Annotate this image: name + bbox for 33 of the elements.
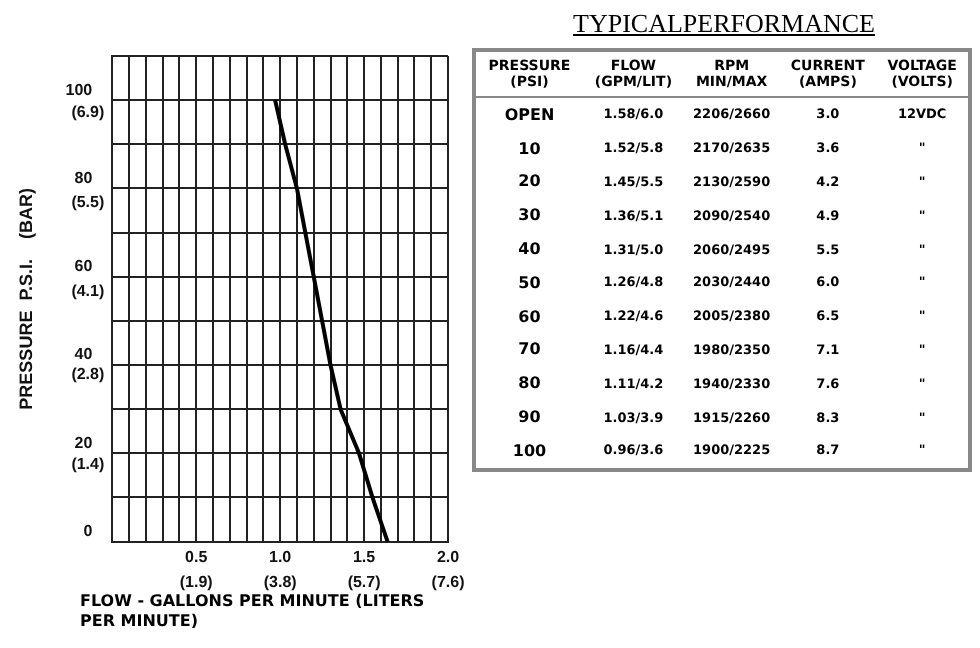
text: OPEN bbox=[504, 105, 555, 124]
y2-tick-label: (5.5) bbox=[71, 192, 105, 211]
text: 10 bbox=[518, 139, 541, 158]
x-axis-title: FLOW - GALLONS PER MINUTE (LITERS PER MINUTE) bbox=[80, 592, 427, 632]
text: 40 bbox=[518, 240, 541, 259]
y2-tick-label: (1.4) bbox=[71, 454, 105, 473]
text: 20 bbox=[518, 172, 541, 191]
y-tick-label: 0 bbox=[83, 522, 94, 541]
x-tick-label: 0.5 bbox=[185, 547, 209, 566]
text: 50 bbox=[518, 273, 541, 292]
y2-tick-label: (2.8) bbox=[71, 365, 105, 384]
x2-tick-label: (7.6) bbox=[431, 572, 466, 591]
text: 30 bbox=[518, 206, 541, 225]
x2-tick-label: (1.9) bbox=[179, 572, 214, 591]
x-tick-label: 1.5 bbox=[352, 547, 377, 566]
y-tick-label: 60 bbox=[74, 257, 94, 276]
x2-tick-label: (3.8) bbox=[263, 572, 298, 591]
y-tick-label: 100 bbox=[65, 80, 94, 99]
y2-tick-label: (6.9) bbox=[71, 103, 105, 122]
x2-tick-label: (5.7) bbox=[347, 572, 382, 591]
y-tick-label: 20 bbox=[74, 433, 94, 452]
y-axis-title: PRESSURE P.S.I. (BAR) bbox=[15, 187, 36, 410]
x-tick-label: 2.0 bbox=[436, 547, 461, 566]
text: 70 bbox=[518, 340, 541, 359]
y-tick-label: 80 bbox=[74, 168, 94, 187]
text: 80 bbox=[518, 374, 541, 393]
text: 100 bbox=[512, 441, 547, 460]
text: 60 bbox=[518, 307, 541, 326]
y-tick-label: 40 bbox=[74, 345, 94, 364]
y2-tick-label: (4.1) bbox=[71, 282, 105, 301]
text: TYPICALPERFORMANCE bbox=[571, 8, 877, 42]
x-tick-label: 1.0 bbox=[269, 547, 293, 566]
text: 90 bbox=[518, 408, 541, 427]
